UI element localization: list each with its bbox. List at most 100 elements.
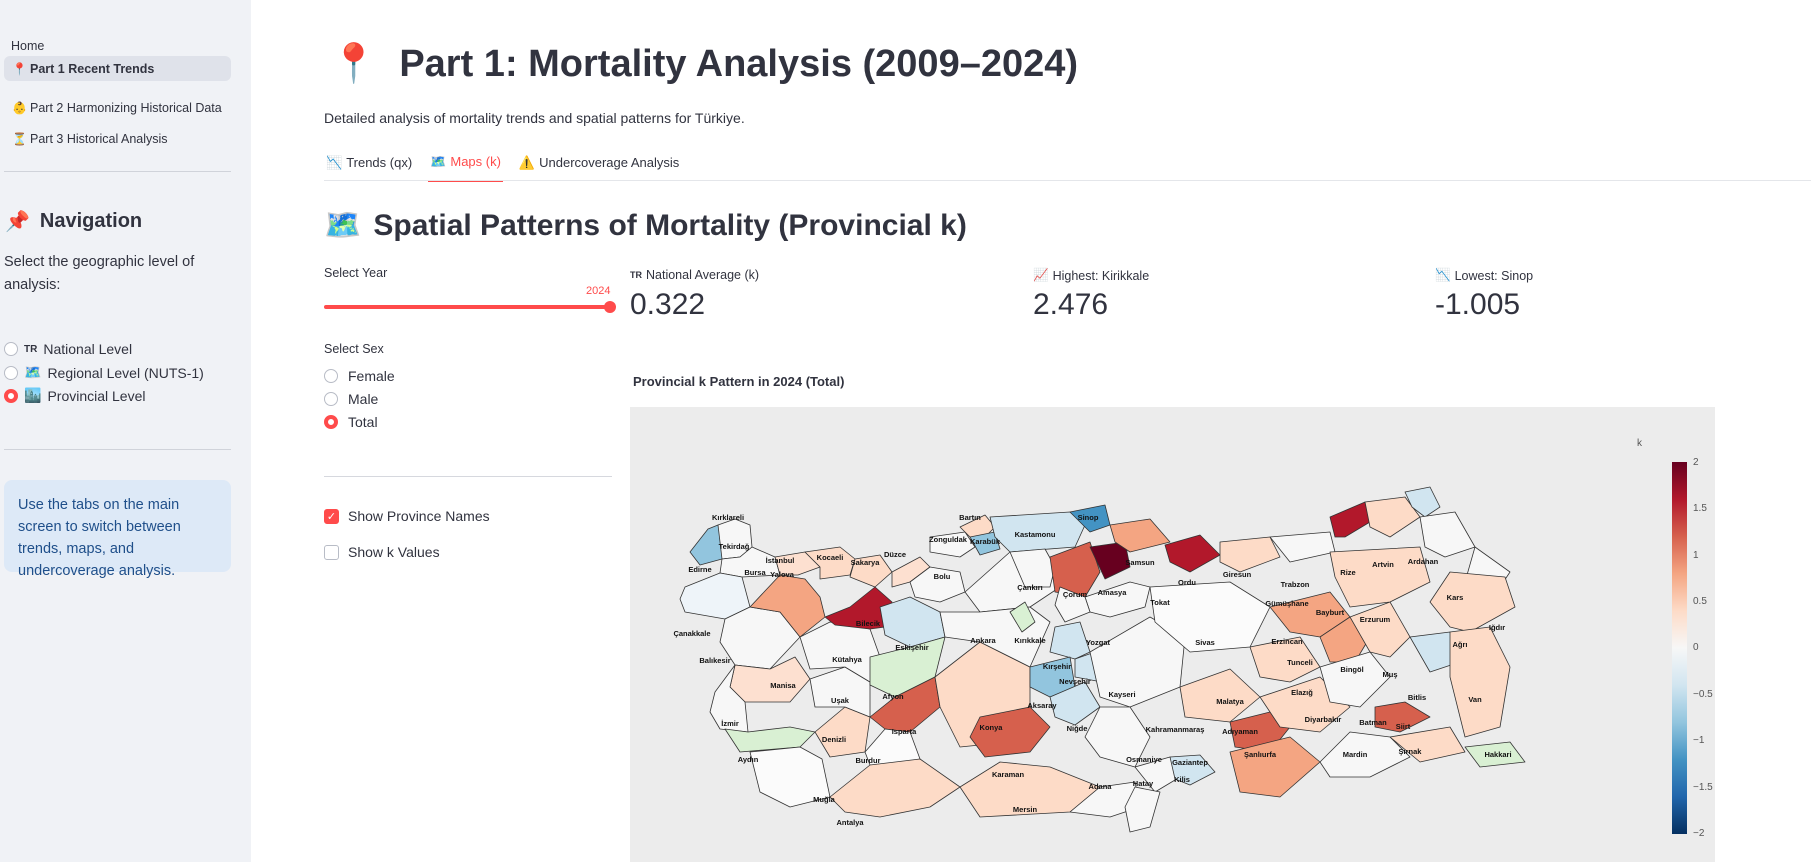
province-label: Malatya xyxy=(1216,697,1244,706)
province-label: Adana xyxy=(1089,782,1113,791)
province-label: Diyarbakır xyxy=(1305,715,1342,724)
metric-highest-label: 📈 Highest: Kirikkale xyxy=(1033,268,1149,283)
province-label: Denizli xyxy=(822,735,846,744)
province-label: Rize xyxy=(1340,568,1355,577)
metric-label-text: Highest: Kirikkale xyxy=(1052,268,1150,283)
province-shape xyxy=(1049,541,1101,598)
province-label: Bilecik xyxy=(856,619,881,628)
province-label: Kocaeli xyxy=(817,553,844,562)
pin-icon: 📍 xyxy=(12,61,27,76)
province-shape xyxy=(1349,601,1411,658)
checkbox-show-k-values[interactable]: Show k Values xyxy=(324,544,440,560)
province-label: Hatay xyxy=(1133,779,1154,788)
province-label: Iğdır xyxy=(1489,623,1505,632)
province-label: Çorum xyxy=(1063,590,1087,599)
province-shape xyxy=(814,706,871,758)
map-icon: 🗺️ xyxy=(430,153,447,169)
colorbar-title: k xyxy=(1637,438,1642,449)
checkbox-show-province-names[interactable]: ✓ Show Province Names xyxy=(324,508,490,524)
radio-circle[interactable] xyxy=(4,365,18,380)
year-slider-track[interactable] xyxy=(324,305,612,309)
page-link-part2[interactable]: 👶 Part 2 Harmonizing Historical Data xyxy=(4,95,231,120)
province-label: Batman xyxy=(1359,718,1387,727)
radio-total[interactable]: Total xyxy=(324,414,378,430)
province-shape xyxy=(969,706,1051,758)
radio-female[interactable]: Female xyxy=(324,368,395,384)
province-shape xyxy=(1419,511,1476,558)
province-labels: Kırklareli Edirne Tekirdağ İstanbul Koca… xyxy=(673,513,1511,827)
radio-national-level[interactable]: TR National Level xyxy=(4,341,132,357)
province-label: Çanakkale xyxy=(673,629,710,638)
province-label: Ordu xyxy=(1178,578,1196,587)
radio-circle[interactable] xyxy=(324,369,338,383)
province-label: Konya xyxy=(980,723,1004,732)
radio-male[interactable]: Male xyxy=(324,391,378,407)
radio-circle-selected[interactable] xyxy=(4,388,18,403)
flag-tr-icon: TR xyxy=(24,343,38,355)
province-label: Yozgat xyxy=(1086,638,1111,647)
province-label: Ankara xyxy=(970,636,996,645)
province-label: Amasya xyxy=(1098,588,1128,597)
province-label: Uşak xyxy=(831,696,850,705)
map-plot-area[interactable]: Kırklareli Edirne Tekirdağ İstanbul Koca… xyxy=(630,407,1715,862)
home-link[interactable]: Home xyxy=(11,39,45,53)
turkey-choropleth-map[interactable]: Kırklareli Edirne Tekirdağ İstanbul Koca… xyxy=(630,407,1715,862)
navigation-heading: 📌 Navigation xyxy=(5,209,142,234)
radio-circle-selected[interactable] xyxy=(324,415,338,429)
province-shape xyxy=(1049,681,1101,726)
page-link-part1[interactable]: 📍 Part 1 Recent Trends xyxy=(4,56,231,81)
chart-down-icon: 📉 xyxy=(1435,268,1451,282)
checkbox-label: Show Province Names xyxy=(348,508,490,524)
province-shape xyxy=(749,574,826,638)
metric-label-text: National Average (k) xyxy=(646,268,760,282)
radio-circle[interactable] xyxy=(324,392,338,406)
tab-trends[interactable]: 📉 Trends (qx) xyxy=(324,150,414,182)
year-slider-thumb[interactable] xyxy=(604,301,616,313)
province-label: Kahramanmaraş xyxy=(1146,725,1205,734)
map-icon: 🗺️ xyxy=(24,364,42,380)
province-shape xyxy=(1124,786,1161,833)
metric-lowest-value: -1.005 xyxy=(1435,288,1521,321)
radio-label: Female xyxy=(348,368,395,384)
checkbox-box-checked[interactable]: ✓ xyxy=(324,508,339,524)
province-label: Osmaniye xyxy=(1126,755,1162,764)
checkbox-box[interactable] xyxy=(324,544,339,560)
province-label: Niğde xyxy=(1067,724,1088,733)
tab-undercoverage[interactable]: ⚠️ Undercoverage Analysis xyxy=(517,150,681,182)
tab-bar: 📉 Trends (qx) 🗺️ Maps (k) ⚠️ Undercovera… xyxy=(324,150,681,182)
hourglass-icon: ⏳ xyxy=(12,131,27,146)
colorbar-tick: 1 xyxy=(1693,550,1699,561)
tab-maps[interactable]: 🗺️ Maps (k) xyxy=(428,150,503,182)
city-icon: 🏙️ xyxy=(24,387,42,403)
metric-lowest-label: 📉 Lowest: Sinop xyxy=(1435,268,1533,283)
radio-provincial-level[interactable]: 🏙️ Provincial Level xyxy=(4,387,146,404)
radio-label: Regional Level (NUTS-1) xyxy=(47,364,204,381)
radio-regional-level[interactable]: 🗺️ Regional Level (NUTS-1) xyxy=(4,364,204,381)
province-label: Eskişehir xyxy=(895,643,928,652)
province-shape xyxy=(1329,501,1371,538)
colorbar-tick: −1 xyxy=(1693,735,1705,746)
province-label: Tekirdağ xyxy=(719,542,750,551)
province-label: Şırnak xyxy=(1399,747,1423,756)
page-link-label: Part 2 Harmonizing Historical Data xyxy=(30,100,222,115)
province-shape xyxy=(969,531,1001,556)
province-shape xyxy=(1404,486,1441,518)
year-slider-label: Select Year xyxy=(324,266,388,280)
province-label: Afyon xyxy=(882,692,904,701)
sidebar: Home 📍 Part 1 Recent Trends 👶 Part 2 Har… xyxy=(0,0,251,862)
province-shape xyxy=(1164,534,1221,573)
province-label: Kırşehir xyxy=(1043,662,1071,671)
page-link-part3[interactable]: ⏳ Part 3 Historical Analysis xyxy=(4,126,231,151)
checkbox-label: Show k Values xyxy=(348,544,440,560)
province-shape xyxy=(1389,726,1466,763)
province-label: Trabzon xyxy=(1281,580,1310,589)
flag-tr-icon: TR xyxy=(630,270,642,280)
province-shape xyxy=(1089,541,1131,580)
colorbar-tick: 0.5 xyxy=(1693,596,1707,607)
tab-label: Trends (qx) xyxy=(346,155,413,170)
section-title: Spatial Patterns of Mortality (Provincia… xyxy=(373,208,967,242)
province-shape xyxy=(1464,741,1526,768)
province-label: Karaman xyxy=(992,770,1025,779)
radio-circle[interactable] xyxy=(4,342,18,356)
year-slider-value: 2024 xyxy=(586,285,611,297)
